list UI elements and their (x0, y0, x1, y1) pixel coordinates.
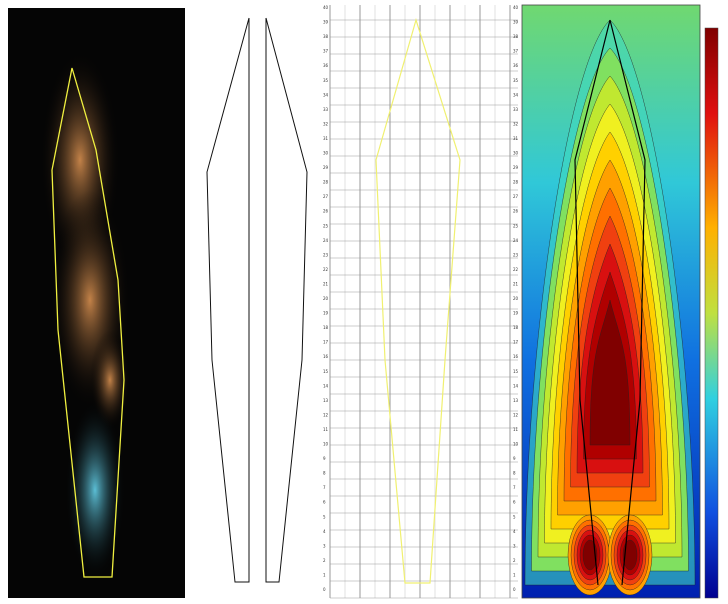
y-tick-label: 20 (513, 296, 519, 301)
y-tick-label: 6 (513, 500, 516, 505)
y-tick-label: 6 (323, 500, 326, 505)
y-tick-label: 37 (323, 49, 329, 54)
y-tick-label: 9 (513, 456, 516, 461)
y-tick-label: 7 (513, 485, 516, 490)
y-tick-label: 1 (323, 572, 326, 577)
y-tick-label: 38 (323, 34, 329, 39)
y-tick-label: 30 (513, 151, 519, 156)
y-tick-label: 16 (513, 354, 519, 359)
y-tick-label: 29 (323, 165, 329, 170)
y-tick-label: 9 (323, 456, 326, 461)
y-tick-label: 40 (323, 5, 329, 10)
y-tick-label: 36 (513, 63, 519, 68)
y-tick-label: 23 (513, 252, 519, 257)
y-tick-label: 30 (323, 151, 329, 156)
y-tick-label: 34 (513, 92, 519, 97)
y-tick-label: 8 (513, 471, 516, 476)
y-tick-label: 37 (513, 49, 519, 54)
y-tick-label: 32 (513, 121, 519, 126)
y-tick-label: 38 (513, 34, 519, 39)
y-tick-label: 35 (323, 78, 329, 83)
y-tick-label: 18 (323, 325, 329, 330)
y-tick-label: 21 (513, 281, 519, 286)
y-tick-label: 7 (323, 485, 326, 490)
y-tick-label: 3 (323, 543, 326, 548)
y-tick-label: 0 (323, 587, 326, 592)
y-tick-label: 10 (323, 442, 329, 447)
y-tick-label: 31 (513, 136, 519, 141)
y-tick-label: 19 (513, 311, 519, 316)
y-tick-label: 13 (513, 398, 519, 403)
y-tick-label: 34 (323, 92, 329, 97)
y-tick-label: 4 (323, 529, 326, 534)
y-tick-label: 4 (513, 529, 516, 534)
y-tick-label: 27 (513, 194, 519, 199)
y-tick-label: 15 (513, 369, 519, 374)
burner-outline (207, 18, 307, 582)
y-tick-label: 31 (323, 136, 329, 141)
y-tick-label: 5 (513, 514, 516, 519)
y-tick-label: 10 (513, 442, 519, 447)
figure: 0123456789101112131415161718192021222324… (0, 0, 728, 604)
y-tick-label: 20 (323, 296, 329, 301)
y-tick-label: 2 (513, 558, 516, 563)
y-tick-label: 24 (323, 238, 329, 243)
y-tick-label: 0 (513, 587, 516, 592)
y-tick-label: 13 (323, 398, 329, 403)
y-tick-label: 19 (323, 311, 329, 316)
y-tick-label: 28 (323, 180, 329, 185)
y-tick-label: 11 (513, 427, 519, 432)
grid-panel (330, 5, 518, 598)
y-tick-label: 33 (323, 107, 329, 112)
y-tick-label: 24 (513, 238, 519, 243)
y-tick-label: 25 (513, 223, 519, 228)
y-tick-label: 14 (513, 383, 519, 388)
y-tick-label: 3 (513, 543, 516, 548)
y-tick-label: 26 (513, 209, 519, 214)
y-tick-label: 23 (323, 252, 329, 257)
y-tick-label: 5 (323, 514, 326, 519)
y-tick-label: 21 (323, 281, 329, 286)
flame-outline (376, 20, 460, 583)
y-tick-label: 32 (323, 121, 329, 126)
y-tick-label: 27 (323, 194, 329, 199)
contour-panel (522, 5, 700, 598)
y-tick-label: 39 (513, 20, 519, 25)
y-tick-label: 22 (513, 267, 519, 272)
y-tick-label: 22 (323, 267, 329, 272)
y-tick-label: 26 (323, 209, 329, 214)
y-tick-label: 17 (323, 340, 329, 345)
y-tick-label: 39 (323, 20, 329, 25)
y-tick-label: 25 (323, 223, 329, 228)
y-tick-label: 36 (323, 63, 329, 68)
y-tick-label: 16 (323, 354, 329, 359)
y-tick-label: 2 (323, 558, 326, 563)
y-tick-label: 15 (323, 369, 329, 374)
y-tick-label: 28 (513, 180, 519, 185)
y-tick-label: 12 (513, 412, 519, 417)
y-tick-label: 12 (323, 412, 329, 417)
y-tick-label: 35 (513, 78, 519, 83)
flame-photo (8, 8, 185, 598)
y-tick-label: 18 (513, 325, 519, 330)
y-tick-label: 1 (513, 572, 516, 577)
y-tick-label: 40 (513, 5, 519, 10)
y-tick-label: 29 (513, 165, 519, 170)
y-tick-label: 11 (323, 427, 329, 432)
y-tick-label: 17 (513, 340, 519, 345)
colorbar (705, 28, 718, 598)
y-tick-label: 8 (323, 471, 326, 476)
y-tick-label: 33 (513, 107, 519, 112)
y-tick-label: 14 (323, 383, 329, 388)
